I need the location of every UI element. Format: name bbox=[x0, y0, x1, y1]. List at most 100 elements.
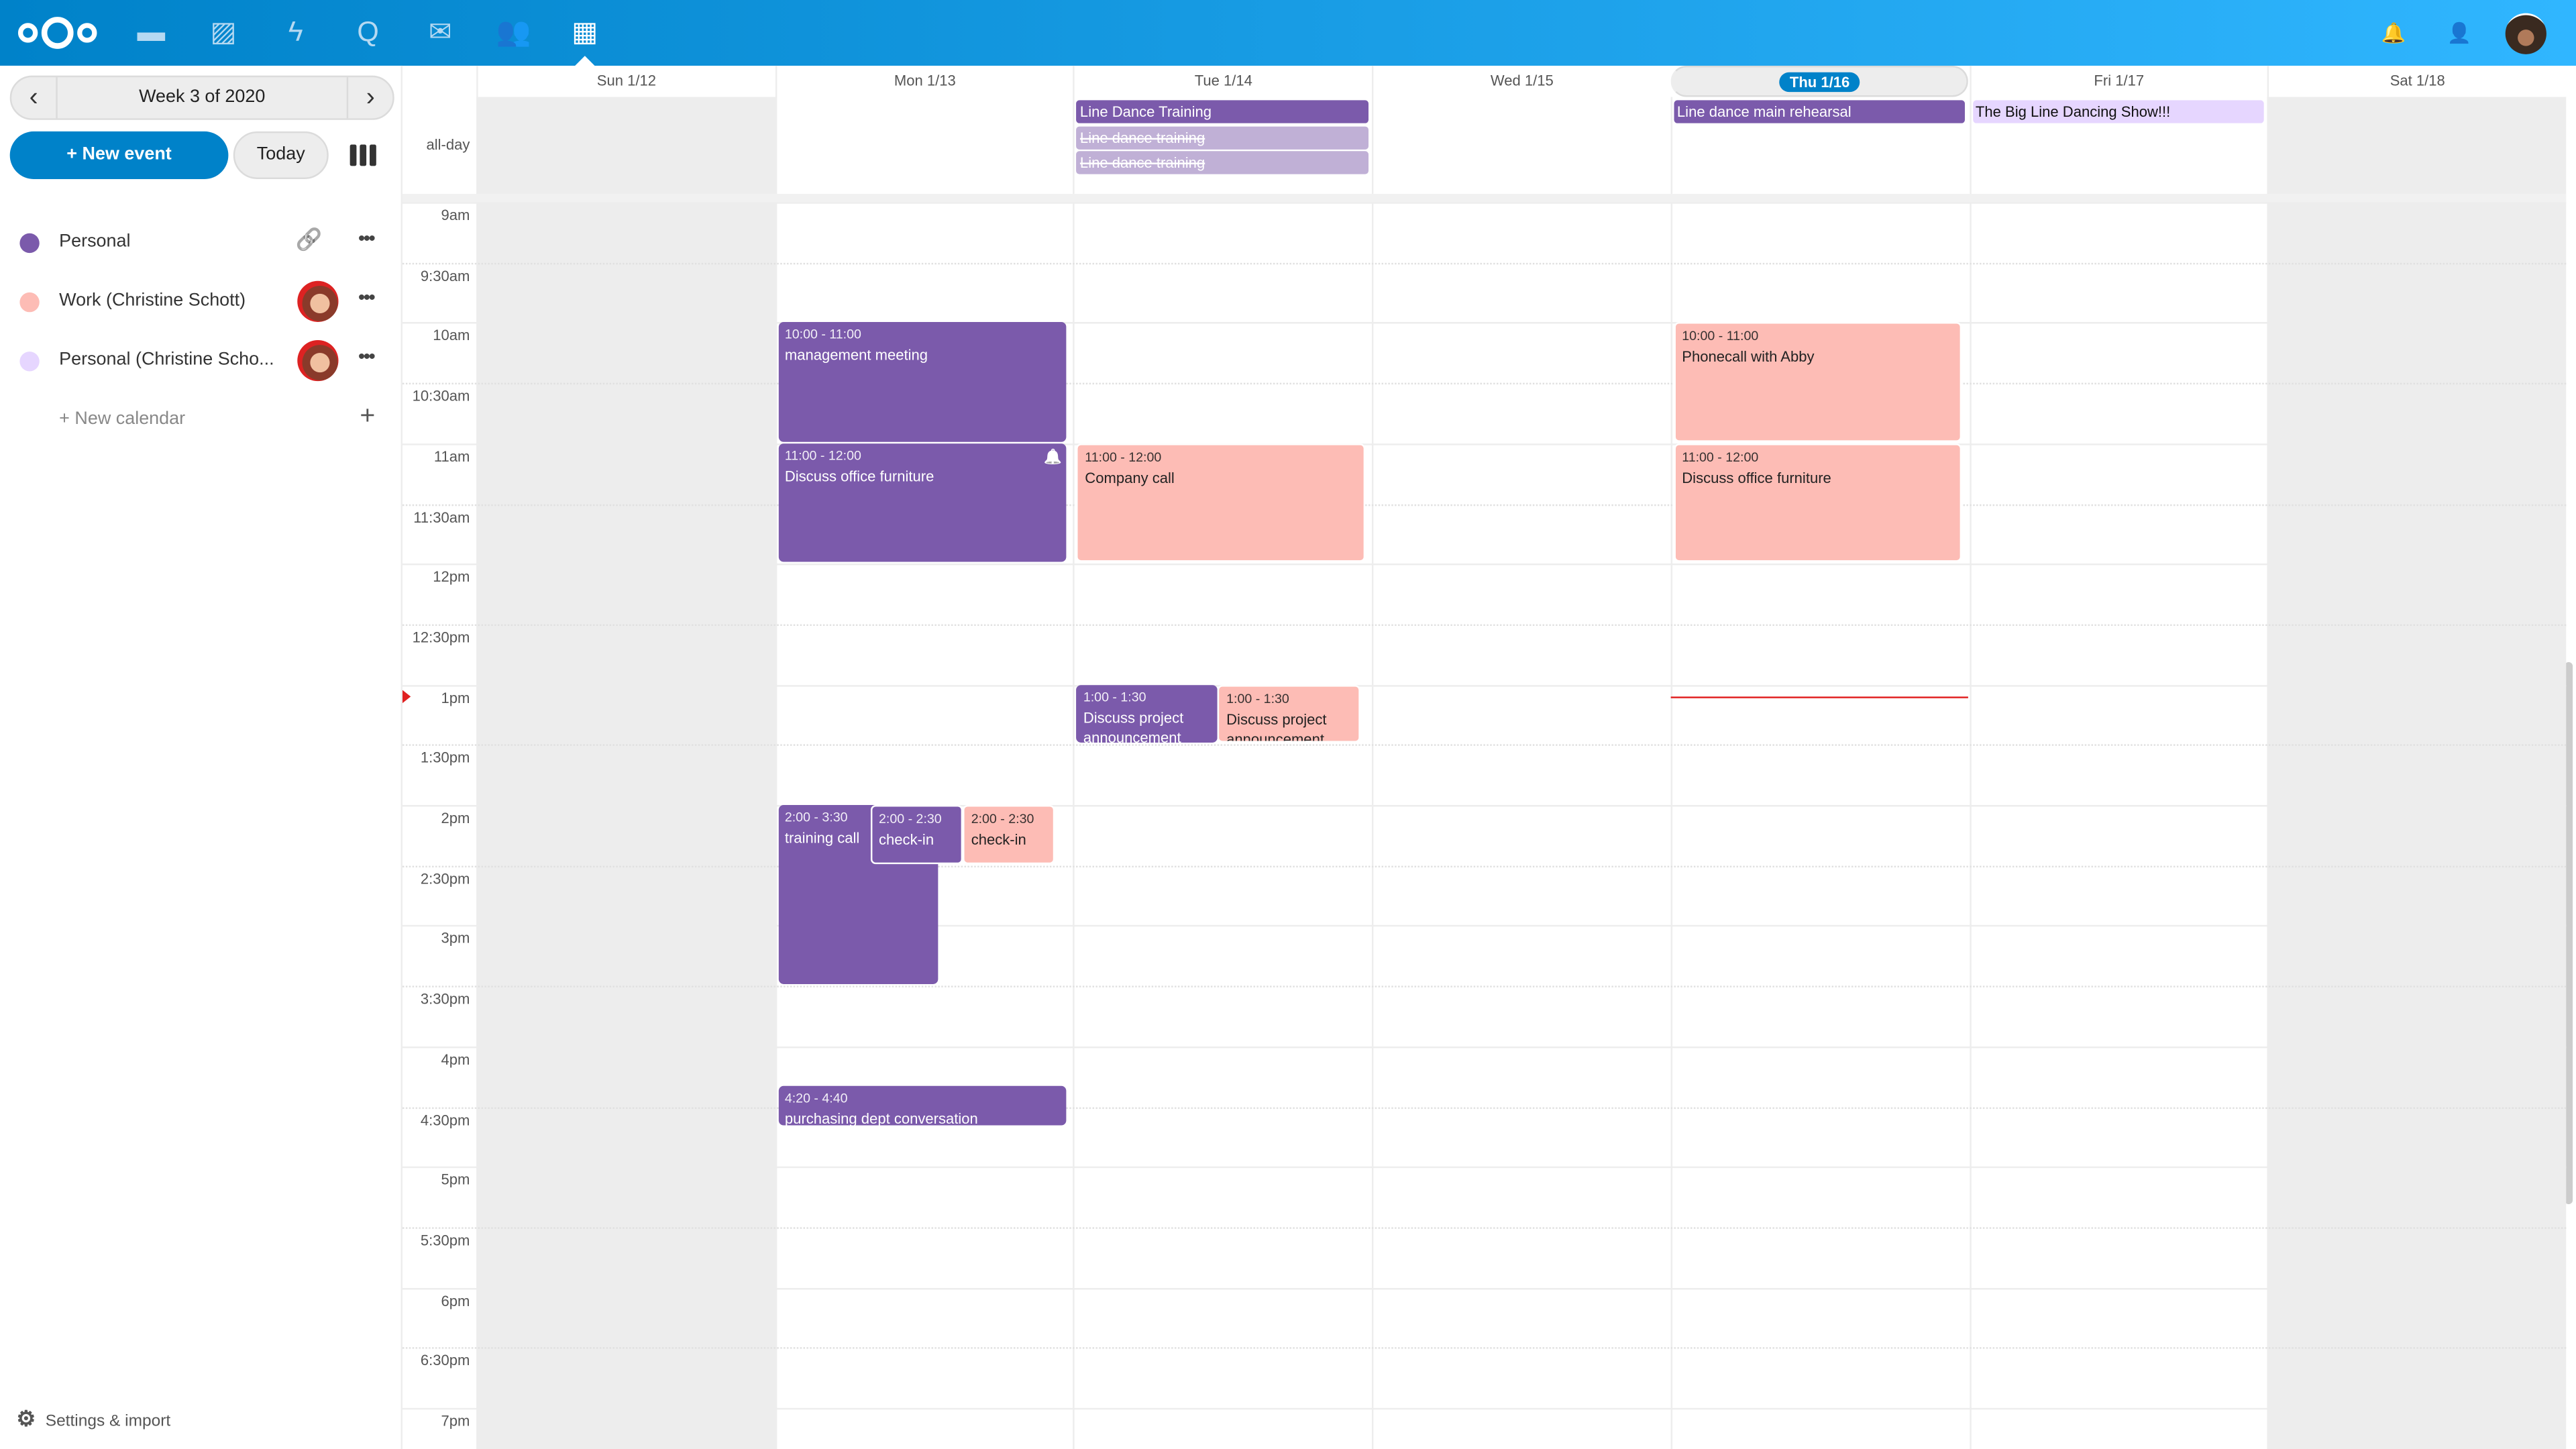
day-header[interactable]: Mon 1/13 bbox=[775, 65, 1073, 97]
share-link-icon[interactable]: 🔗 bbox=[295, 226, 323, 252]
event-time: 11:00 - 12:00 bbox=[1682, 449, 1759, 465]
event-title: Phonecall with Abby bbox=[1682, 349, 1815, 366]
files-icon[interactable]: ▬ bbox=[137, 16, 166, 48]
time-label: 10am bbox=[433, 327, 470, 344]
event-title: check-in bbox=[879, 831, 934, 848]
new-event-button[interactable]: + New event bbox=[9, 131, 229, 179]
day-header[interactable]: Sun 1/12 bbox=[476, 65, 775, 97]
today-button[interactable]: Today bbox=[233, 131, 329, 179]
shared-by-avatar bbox=[297, 280, 339, 323]
calendar-event[interactable]: 11:00 - 12:00 Company call bbox=[1077, 443, 1366, 563]
day-column[interactable] bbox=[2267, 202, 2567, 1449]
time-slot-line bbox=[402, 985, 2567, 988]
time-slot-line bbox=[402, 503, 2567, 506]
all-day-event[interactable]: The Big Line Dancing Show!!! bbox=[1972, 100, 2265, 123]
calendar-item[interactable]: Personal 🔗 ••• bbox=[0, 213, 402, 272]
calendar-event[interactable]: 2:00 - 2:30 check-in bbox=[870, 805, 963, 864]
calendar-event[interactable]: 10:00 - 11:00 Phonecall with Abby bbox=[1674, 322, 1963, 442]
time-label: 5:30pm bbox=[420, 1232, 470, 1248]
time-label: 7pm bbox=[441, 1413, 470, 1430]
all-day-event[interactable]: Line dance main rehearsal bbox=[1674, 100, 1966, 123]
settings-button[interactable]: ⚙ Settings & import bbox=[16, 1406, 171, 1432]
all-day-column[interactable] bbox=[2267, 97, 2567, 194]
day-column[interactable] bbox=[775, 202, 1073, 1449]
day-label: Tue 1/14 bbox=[1194, 72, 1252, 89]
all-day-column[interactable] bbox=[1670, 97, 1969, 194]
all-day-column[interactable] bbox=[1073, 97, 1372, 194]
calendar-color-dot[interactable] bbox=[19, 233, 40, 254]
event-time: 2:00 - 2:30 bbox=[879, 811, 942, 826]
day-column[interactable] bbox=[1372, 202, 1670, 1449]
contacts-menu-icon[interactable]: 👤 bbox=[2447, 21, 2472, 45]
day-header[interactable]: Fri 1/17 bbox=[1969, 65, 2267, 97]
time-slot-line bbox=[402, 624, 2567, 626]
contacts-icon[interactable]: 👥 bbox=[496, 16, 531, 48]
event-title: Discuss project announcement bbox=[1083, 708, 1184, 743]
calendar-icon[interactable]: ▦ bbox=[572, 16, 598, 48]
photos-icon[interactable]: ▨ bbox=[210, 16, 237, 48]
day-column[interactable] bbox=[476, 202, 775, 1449]
new-calendar-button[interactable]: + New calendar bbox=[59, 409, 186, 429]
user-avatar[interactable] bbox=[2505, 13, 2546, 54]
time-slot-line bbox=[402, 1046, 2567, 1048]
calendar-item[interactable]: Work (Christine Schott) ••• bbox=[0, 273, 402, 332]
calendar-event[interactable]: 11:00 - 12:00 Discuss office furniture 🔔 bbox=[778, 443, 1067, 563]
more-options-icon[interactable]: ••• bbox=[358, 345, 376, 368]
all-day-column[interactable] bbox=[476, 97, 775, 194]
time-slot-line bbox=[402, 1347, 2567, 1350]
day-column[interactable] bbox=[1670, 202, 1969, 1449]
day-header[interactable]: Sat 1/18 bbox=[2267, 65, 2566, 97]
calendar-item[interactable]: Personal (Christine Scho... ••• bbox=[0, 332, 402, 391]
mail-icon[interactable]: ✉ bbox=[428, 16, 452, 48]
all-day-column[interactable] bbox=[1969, 97, 2267, 194]
calendar-event[interactable]: 1:00 - 1:30 Discuss project announcement bbox=[1218, 684, 1360, 743]
more-options-icon[interactable]: ••• bbox=[358, 286, 376, 309]
time-label: 3:30pm bbox=[420, 990, 470, 1008]
time-slot-line bbox=[402, 262, 2567, 264]
activity-icon[interactable]: ϟ bbox=[288, 16, 303, 48]
day-label: Sun 1/12 bbox=[596, 72, 657, 89]
calendar-event[interactable]: 11:00 - 12:00 Discuss office furniture bbox=[1674, 443, 1963, 563]
day-header[interactable]: Thu 1/16 bbox=[1670, 65, 1970, 97]
day-column[interactable] bbox=[1969, 202, 2267, 1449]
notifications-icon[interactable]: 🔔 bbox=[2381, 21, 2406, 45]
plus-icon[interactable]: + bbox=[360, 402, 376, 431]
day-header[interactable]: Wed 1/15 bbox=[1372, 65, 1670, 97]
more-options-icon[interactable]: ••• bbox=[358, 226, 376, 250]
week-picker[interactable]: Week 3 of 2020 bbox=[56, 77, 349, 119]
event-time: 1:00 - 1:30 bbox=[1226, 691, 1289, 706]
time-label: 3pm bbox=[441, 930, 470, 947]
time-label: 2pm bbox=[441, 810, 470, 826]
previous-week-button[interactable]: ‹ bbox=[29, 83, 38, 112]
calendar-name: Work (Christine Schott) bbox=[59, 290, 246, 311]
event-time: 1:00 - 1:30 bbox=[1083, 689, 1146, 704]
event-time: 11:00 - 12:00 bbox=[784, 448, 861, 464]
time-slot-line bbox=[402, 1167, 2567, 1169]
next-week-button[interactable]: › bbox=[366, 83, 375, 112]
view-switcher-icon[interactable] bbox=[350, 144, 376, 166]
nextcloud-logo[interactable] bbox=[16, 13, 98, 53]
time-label: 12:30pm bbox=[412, 629, 470, 646]
event-time: 2:00 - 2:30 bbox=[971, 811, 1034, 826]
calendar-color-dot[interactable] bbox=[19, 292, 40, 313]
all-day-event[interactable]: Line Dance Training bbox=[1077, 100, 1369, 123]
calendar-event[interactable]: 2:00 - 2:30 check-in bbox=[963, 805, 1056, 864]
time-label: 6pm bbox=[441, 1292, 470, 1309]
day-label: Fri 1/17 bbox=[2094, 72, 2145, 89]
day-header[interactable]: Tue 1/14 bbox=[1073, 65, 1372, 97]
calendar-event[interactable]: 4:20 - 4:40 purchasing dept conversation bbox=[778, 1086, 1067, 1125]
talk-icon[interactable]: Q bbox=[357, 16, 379, 48]
calendar-event[interactable]: 1:00 - 1:30 Discuss project announcement bbox=[1077, 684, 1218, 743]
scrollbar[interactable] bbox=[2564, 661, 2573, 1205]
time-label: 4:30pm bbox=[420, 1111, 470, 1128]
all-day-column[interactable] bbox=[775, 97, 1073, 194]
all-day-event[interactable]: Line dance training bbox=[1077, 125, 1369, 149]
calendar-color-dot[interactable] bbox=[19, 352, 40, 372]
calendar-event[interactable]: 10:00 - 11:00 management meeting bbox=[778, 322, 1067, 442]
shared-by-avatar bbox=[297, 339, 339, 382]
day-column[interactable] bbox=[1073, 202, 1372, 1449]
all-day-column[interactable] bbox=[1372, 97, 1670, 194]
all-day-event[interactable]: Line dance training bbox=[1077, 151, 1369, 174]
time-label: 2:30pm bbox=[420, 870, 470, 887]
